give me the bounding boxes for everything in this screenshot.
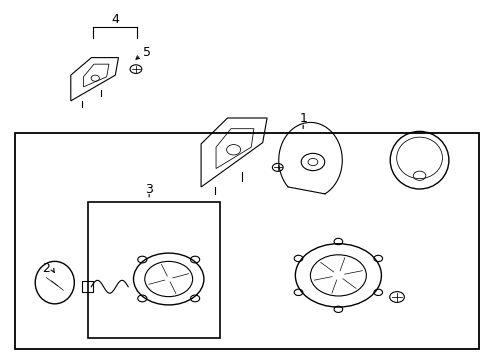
Bar bbox=[88, 202, 220, 338]
Text: 1: 1 bbox=[299, 112, 306, 125]
Text: 3: 3 bbox=[145, 183, 153, 195]
Text: 4: 4 bbox=[111, 13, 119, 26]
Bar bbox=[15, 133, 478, 349]
Bar bbox=[82, 281, 93, 292]
Text: 5: 5 bbox=[142, 46, 150, 59]
Text: 2: 2 bbox=[42, 262, 50, 275]
